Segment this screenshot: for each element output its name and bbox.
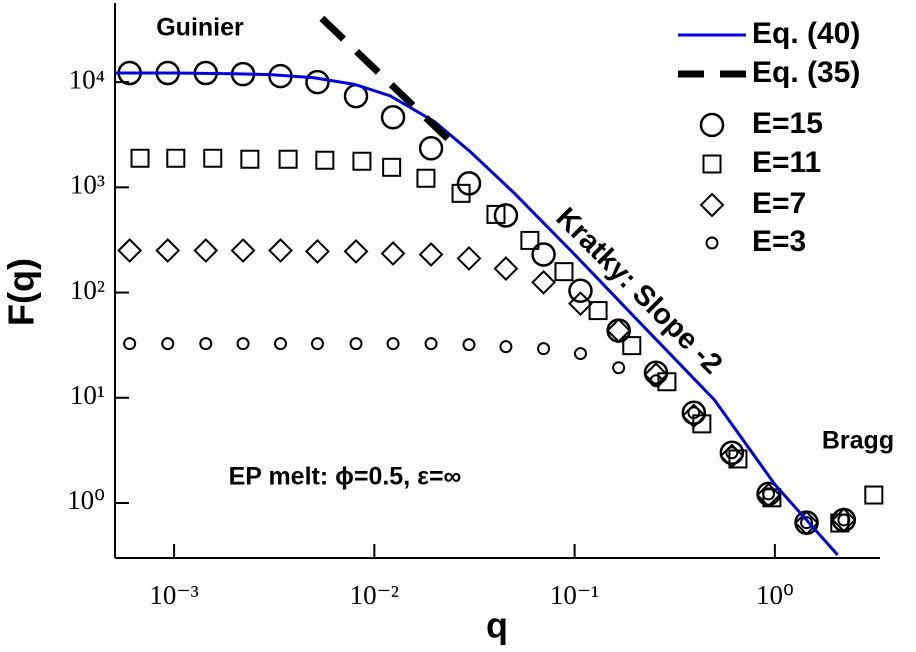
data-point (588, 301, 608, 321)
data-point (493, 203, 519, 228)
data-point (343, 239, 369, 264)
data-point (537, 342, 551, 356)
data-point (315, 150, 335, 170)
data-point (274, 337, 288, 351)
data-point (606, 318, 631, 343)
data-point (155, 238, 181, 263)
data-point (236, 337, 250, 351)
data-point (531, 269, 556, 295)
data-point (161, 337, 175, 351)
data-point (230, 238, 256, 263)
data-point (606, 318, 632, 344)
data-point (193, 238, 219, 263)
y-tick-label: 10³ (70, 170, 105, 200)
legend-marker (702, 154, 722, 174)
data-point (486, 204, 506, 224)
y-tick-label: 10⁴ (69, 64, 105, 94)
data-point (424, 337, 438, 351)
data-point (554, 262, 574, 282)
data-point (756, 482, 781, 508)
data-point (800, 516, 814, 530)
curve (115, 71, 839, 557)
data-point (719, 443, 745, 469)
x-tick-label: 10⁻³ (149, 580, 198, 610)
data-point (568, 278, 593, 304)
data-point (649, 374, 663, 388)
legend-label: E=15 (752, 107, 823, 140)
legend-label: Eq. (40) (752, 17, 860, 50)
data-point (837, 513, 851, 527)
data-point (418, 136, 444, 161)
data-point (380, 104, 406, 130)
y-tick-label: 10⁰ (67, 485, 105, 515)
legend-label: E=3 (752, 225, 806, 258)
data-point (568, 291, 593, 317)
data-point (386, 337, 400, 351)
legend-marker (699, 112, 725, 138)
annotation: Guinier (156, 14, 244, 42)
data-point (831, 507, 857, 533)
data-point (416, 168, 436, 188)
data-point (531, 242, 556, 267)
data-point (794, 510, 819, 536)
data-point (451, 183, 471, 203)
x-axis-label: q (486, 605, 508, 646)
y-tick-label: 10¹ (70, 380, 105, 410)
data-point (382, 157, 402, 177)
data-point (166, 148, 186, 168)
x-tick-label: 10⁰ (756, 580, 794, 610)
annotation: Bragg (822, 427, 894, 455)
data-point (622, 336, 642, 356)
y-tick-label: 10² (70, 275, 105, 305)
data-point (268, 238, 293, 263)
legend-label: Eq. (35) (752, 56, 860, 89)
legend-marker (705, 236, 719, 250)
data-point (418, 242, 444, 267)
x-tick-label: 10⁻¹ (550, 580, 599, 610)
data-point (456, 246, 482, 271)
data-point (864, 485, 884, 505)
legend-label: E=11 (752, 146, 821, 179)
data-point (462, 338, 476, 352)
data-point (499, 340, 513, 354)
data-point (762, 487, 776, 501)
x-tick-label: 10⁻² (350, 580, 399, 610)
data-point (240, 149, 260, 169)
data-point (305, 69, 330, 95)
data-point (123, 337, 137, 351)
data-point (681, 403, 707, 429)
annotation: EP melt: ϕ=0.5, ε=∞ (229, 463, 462, 491)
data-point (692, 414, 712, 434)
data-point (278, 149, 298, 169)
data-point (493, 256, 519, 281)
data-point (310, 337, 324, 351)
legend-label: E=7 (752, 187, 806, 220)
data-point (117, 238, 143, 263)
data-point (130, 148, 150, 168)
data-point (612, 361, 626, 375)
data-point (831, 507, 857, 533)
data-point (352, 151, 372, 171)
dashed-line (319, 15, 458, 148)
data-point (203, 148, 223, 168)
data-point (520, 230, 540, 250)
data-point (725, 446, 739, 460)
data-point (719, 440, 745, 466)
data-point (573, 347, 587, 361)
data-point (349, 337, 363, 351)
data-point (380, 241, 406, 266)
y-axis-label: F(q) (1, 258, 42, 326)
data-point (687, 406, 701, 420)
data-point (199, 337, 213, 351)
data-point (305, 239, 330, 264)
legend-marker (699, 192, 725, 218)
